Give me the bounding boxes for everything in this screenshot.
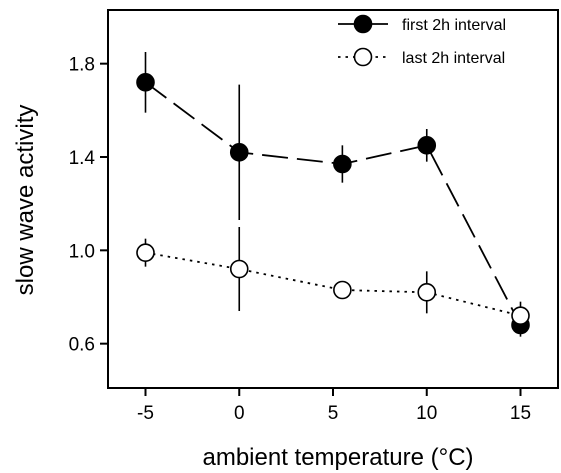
y-tick-label: 0.6 bbox=[69, 335, 95, 356]
x-tick-label: 0 bbox=[234, 403, 245, 424]
x-axis-label: ambient temperature (°C) bbox=[202, 444, 473, 471]
data-point bbox=[333, 280, 352, 300]
legend-marker bbox=[353, 47, 373, 67]
data-point bbox=[417, 136, 437, 155]
data-point bbox=[511, 306, 530, 325]
series-1-markers bbox=[136, 73, 530, 335]
legend-label: first 2h interval bbox=[402, 17, 506, 34]
series-line bbox=[145, 251, 521, 317]
x-tick-label: -5 bbox=[137, 403, 154, 424]
x-tick-label: 5 bbox=[328, 403, 339, 424]
series-line bbox=[144, 81, 522, 326]
legend-label: last 2h interval bbox=[402, 50, 505, 67]
series-1 bbox=[144, 52, 522, 337]
y-tick-label: 1.4 bbox=[69, 148, 96, 169]
data-point bbox=[229, 259, 249, 279]
y-tick-label: 1.0 bbox=[69, 241, 95, 262]
y-axis-label: slow wave activity bbox=[12, 105, 39, 296]
legend-marker bbox=[353, 14, 373, 34]
y-tick-label: 1.8 bbox=[69, 55, 95, 76]
data-point bbox=[136, 73, 155, 92]
data-point bbox=[417, 283, 437, 302]
x-tick-label: 10 bbox=[416, 403, 437, 424]
data-point bbox=[333, 154, 352, 174]
series-2-markers bbox=[136, 243, 530, 325]
data-point bbox=[136, 243, 155, 262]
x-tick-label: 15 bbox=[510, 403, 531, 424]
series-2 bbox=[144, 227, 522, 330]
data-point bbox=[229, 143, 249, 162]
